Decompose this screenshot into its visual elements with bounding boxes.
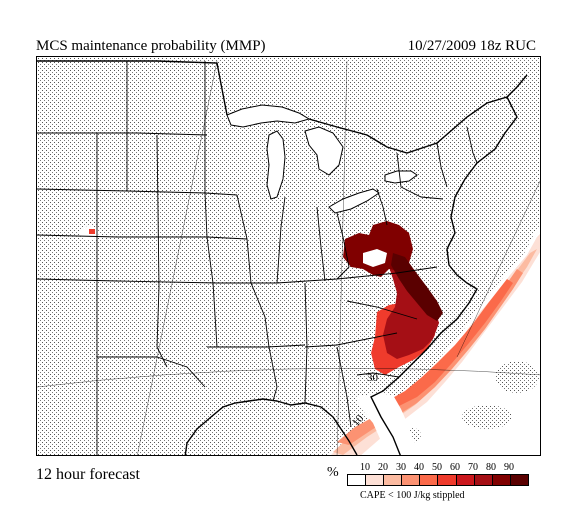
legend-tick: 20 [378, 462, 388, 473]
mmp-spot-west-core [89, 229, 95, 234]
legend-swatch [456, 475, 475, 485]
legend-tick: 40 [414, 462, 424, 473]
legend-swatch [438, 475, 457, 485]
legend-tick: 70 [468, 462, 478, 473]
mmp-band-30 [337, 269, 523, 445]
stipple-patch [495, 361, 539, 393]
percent-symbol: % [327, 465, 339, 480]
legend-swatch [420, 475, 439, 485]
legend-tick: 90 [504, 462, 514, 473]
lake-erie [328, 188, 380, 214]
legend-tick: 50 [432, 462, 442, 473]
color-legend: 10 20 30 40 50 60 70 80 90 [347, 462, 529, 486]
lake-superior [226, 104, 311, 128]
stipple-patch [462, 405, 512, 429]
map-title: MCS maintenance probability (MMP) [36, 38, 266, 54]
legend-color-bar [347, 474, 529, 486]
mmp-band-90-core [391, 253, 443, 321]
model-run-label: 10/27/2009 18z RUC [407, 38, 536, 54]
legend-swatch [492, 475, 511, 485]
legend-swatch [384, 475, 403, 485]
mmp-gap [363, 249, 387, 267]
latlon-grid [37, 60, 540, 455]
legend-tick: 80 [486, 462, 496, 473]
forecast-hour-label: 12 hour forecast [36, 466, 140, 483]
stipple-note: CAPE < 100 J/kg stippled [360, 490, 465, 501]
state-lines [37, 61, 478, 455]
lake-michigan [266, 130, 286, 200]
legend-tick: 10 [360, 462, 370, 473]
legend-swatch [348, 475, 367, 485]
legend-tick: 60 [450, 462, 460, 473]
legend-swatch [402, 475, 421, 485]
legend-swatch [474, 475, 493, 485]
clear-ocean-area [329, 224, 540, 455]
legend-swatch [510, 475, 528, 485]
mmp-band-80 [383, 262, 439, 359]
contour-label-30: 30 [367, 372, 379, 384]
mmp-band-40 [372, 279, 513, 413]
lake-huron [304, 126, 344, 176]
forecast-map: 30 10 [36, 56, 541, 456]
legend-swatch [366, 475, 385, 485]
legend-tick-labels: 10 20 30 40 50 60 70 80 90 [347, 462, 529, 474]
legend-tick: 30 [396, 462, 406, 473]
